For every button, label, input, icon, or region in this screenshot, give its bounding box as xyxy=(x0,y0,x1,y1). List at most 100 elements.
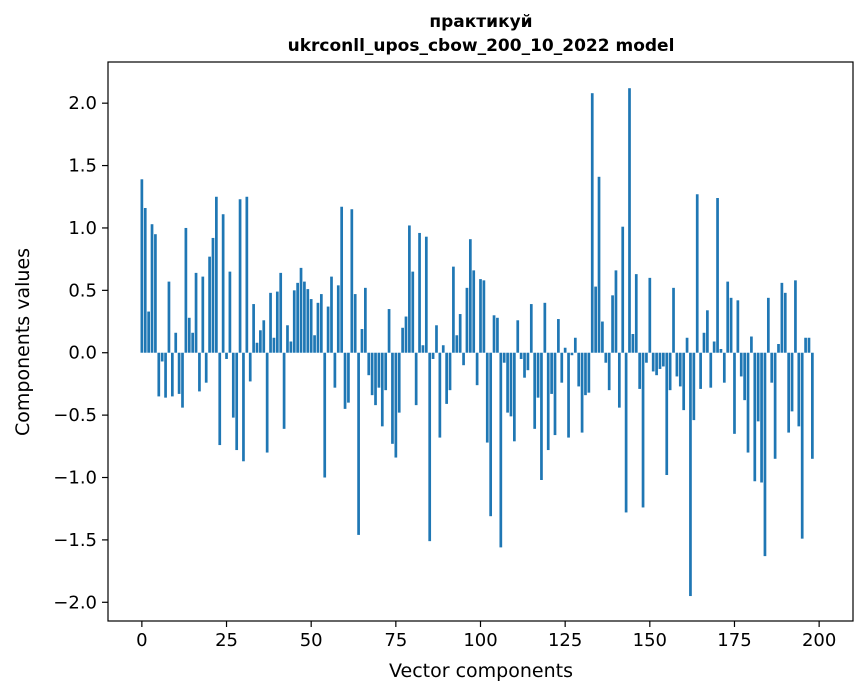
bar xyxy=(269,292,272,353)
bar xyxy=(181,352,184,408)
bar xyxy=(739,352,743,377)
bar xyxy=(164,352,167,398)
bar xyxy=(421,345,425,353)
bar xyxy=(323,352,327,478)
bar xyxy=(414,352,418,406)
bar xyxy=(682,352,686,411)
bar xyxy=(567,352,570,438)
y-tick-label: −1.0 xyxy=(53,468,97,489)
bar xyxy=(733,352,736,434)
bar xyxy=(777,343,780,353)
bar xyxy=(662,352,665,367)
bar xyxy=(770,352,774,383)
bar xyxy=(289,341,293,353)
bar xyxy=(475,352,479,386)
bar xyxy=(319,294,323,353)
bar xyxy=(441,345,445,353)
bar xyxy=(634,274,638,353)
x-tick-label: 50 xyxy=(300,630,323,651)
bar xyxy=(262,320,266,353)
bar xyxy=(692,352,696,421)
y-tick-label: 2.0 xyxy=(68,93,97,114)
bar xyxy=(502,352,506,363)
x-tick-label: 125 xyxy=(548,630,582,651)
bar xyxy=(303,281,306,353)
bar xyxy=(374,352,377,406)
bar xyxy=(316,302,320,353)
bar xyxy=(516,320,520,353)
bar xyxy=(177,352,181,394)
bar xyxy=(296,282,299,353)
bar xyxy=(689,352,692,597)
bar xyxy=(631,334,635,353)
bar xyxy=(766,297,770,353)
x-tick-label: 175 xyxy=(717,630,751,651)
bar xyxy=(607,352,611,391)
bar xyxy=(235,352,239,451)
y-tick-label: −2.0 xyxy=(53,592,97,613)
bar xyxy=(343,352,347,409)
bar xyxy=(350,209,354,353)
bar xyxy=(242,352,245,462)
bar xyxy=(184,227,188,353)
bar xyxy=(330,276,333,353)
bar xyxy=(546,352,550,451)
bar xyxy=(147,311,150,353)
bar xyxy=(594,286,597,353)
bar xyxy=(794,280,797,353)
chart-title-line-2: ukrconll_upos_cbow_200_10_2022 model xyxy=(288,36,675,56)
bar xyxy=(587,352,591,393)
bar xyxy=(509,352,513,417)
bar xyxy=(452,266,455,353)
bar xyxy=(719,348,723,353)
bar xyxy=(252,304,255,353)
bar xyxy=(167,281,171,353)
bar xyxy=(648,277,652,353)
bar xyxy=(259,330,262,353)
bar xyxy=(601,321,604,353)
bar xyxy=(397,352,401,413)
y-tick-label: −0.5 xyxy=(53,405,97,426)
y-tick-label: 1.5 xyxy=(68,156,97,177)
y-tick-label: 0.5 xyxy=(68,280,97,301)
bar xyxy=(712,341,716,353)
bar xyxy=(364,287,367,353)
bar xyxy=(577,352,581,387)
bar xyxy=(523,352,526,378)
bar xyxy=(174,332,178,353)
bar xyxy=(787,352,791,433)
bar xyxy=(499,352,503,548)
bar xyxy=(431,352,435,359)
bar xyxy=(465,287,469,353)
bar xyxy=(245,196,249,353)
bar xyxy=(191,332,195,353)
bar xyxy=(225,352,228,359)
bar xyxy=(783,292,787,353)
y-tick-label: 0.0 xyxy=(68,343,97,364)
bar xyxy=(638,352,642,389)
bar xyxy=(309,299,313,353)
bar xyxy=(485,352,489,443)
bar xyxy=(428,352,432,542)
bar xyxy=(198,352,201,392)
bar xyxy=(367,352,371,376)
bar xyxy=(695,194,699,353)
bar xyxy=(533,352,537,429)
bar xyxy=(645,352,648,363)
bar xyxy=(411,271,415,353)
bar xyxy=(401,327,404,353)
bar xyxy=(326,306,330,353)
bar xyxy=(611,295,614,353)
bar xyxy=(519,352,523,359)
bar xyxy=(753,352,757,482)
bar xyxy=(716,198,719,353)
bar xyxy=(807,337,811,353)
bar xyxy=(347,352,350,403)
chart-title-line-1: практикуй xyxy=(429,12,532,32)
bar xyxy=(668,352,672,391)
bar xyxy=(208,256,211,353)
x-tick-label: 100 xyxy=(463,630,497,651)
x-axis-label: Vector components xyxy=(389,660,573,682)
bar xyxy=(143,207,147,353)
